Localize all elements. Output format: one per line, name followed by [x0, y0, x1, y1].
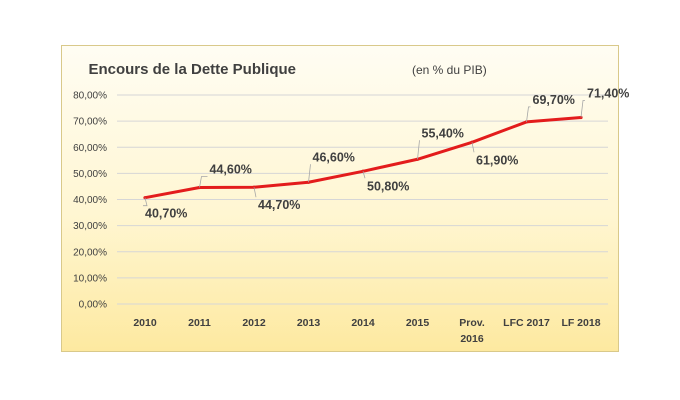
data-label: 71,40%: [587, 86, 629, 100]
x-tick-label: 2015: [406, 317, 430, 329]
leader-line: [526, 106, 531, 122]
data-label: 69,70%: [533, 93, 575, 107]
leader-line: [143, 197, 148, 207]
y-tick-label: 30,00%: [73, 221, 107, 232]
leader-line: [308, 164, 311, 183]
data-label: 44,60%: [210, 162, 252, 176]
data-point: [143, 196, 147, 200]
leader-line: [362, 171, 366, 179]
data-labels: 40,70% 44,60% 44,70% 46,60% 50,80% 55,40% 61,9…: [143, 86, 629, 221]
chart-area: [61, 45, 619, 352]
data-label: 61,90%: [476, 153, 518, 167]
y-tick-label: 20,00%: [73, 247, 107, 258]
data-label: 46,60%: [313, 150, 355, 164]
x-axis: 2010 2011 2012 2013 2014 2015 Prov. 2016 LFC 201…: [133, 317, 600, 345]
y-tick-label: 0,00%: [79, 300, 107, 311]
y-tick-label: 60,00%: [73, 143, 107, 154]
chart-subtitle: (en % du PIB): [412, 63, 487, 77]
gridlines: [117, 94, 608, 305]
y-axis: 0,00% 10,00% 20,00% 30,00% 40,00% 50,00% 60,00…: [73, 91, 107, 311]
y-tick-label: 50,00%: [73, 169, 107, 180]
x-tick-label: 2013: [297, 317, 321, 329]
data-label: 44,70%: [258, 198, 300, 212]
chart-title: Encours de la Dette Publique: [88, 61, 296, 78]
leader-line: [580, 100, 585, 118]
y-tick-label: 70,00%: [73, 117, 107, 128]
x-tick-label: 2011: [188, 317, 211, 329]
x-tick-label: 2012: [242, 317, 266, 329]
y-tick-label: 40,00%: [73, 195, 107, 206]
x-tick-label: 2014: [351, 317, 375, 329]
data-label: 55,40%: [422, 126, 464, 140]
x-tick-label: LF 2018: [561, 317, 600, 329]
x-tick-label: LFC 2017: [503, 317, 550, 329]
leader-line: [253, 187, 257, 198]
y-tick-label: 10,00%: [73, 273, 107, 284]
x-tick-label: 2010: [133, 317, 157, 329]
leader-line: [471, 142, 475, 153]
leader-line: [417, 140, 420, 160]
data-label: 50,80%: [367, 179, 409, 193]
y-tick-label: 80,00%: [73, 91, 107, 102]
x-tick-label: Prov. 2016: [459, 317, 485, 345]
data-label: 40,70%: [145, 207, 187, 221]
leader-line: [199, 176, 208, 188]
